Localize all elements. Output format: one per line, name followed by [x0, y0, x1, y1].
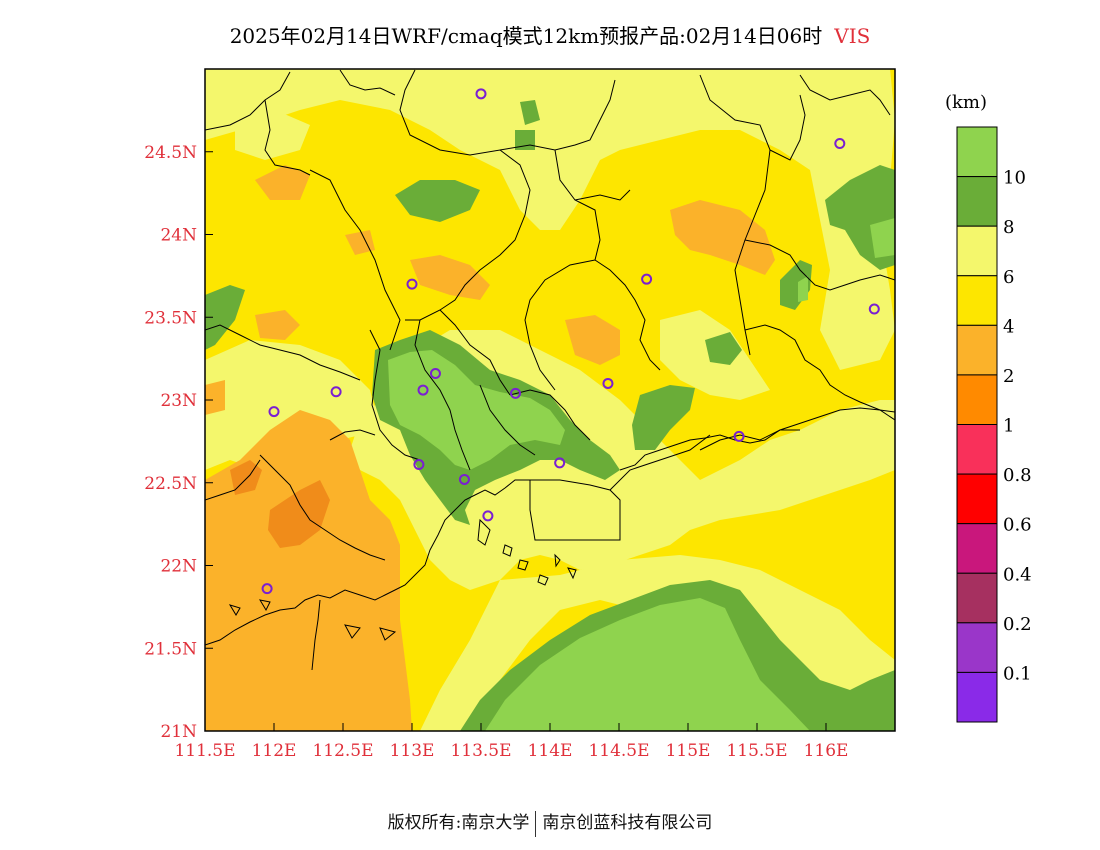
lat-tick-label: 21N	[160, 722, 197, 742]
lon-tick-label: 115E	[666, 741, 711, 761]
station-marker	[475, 88, 487, 100]
colorbar-swatch	[956, 572, 998, 624]
station-marker	[406, 278, 418, 290]
lat-tick-label: 23.5N	[144, 308, 197, 328]
lon-tick-label: 116E	[804, 741, 849, 761]
colorbar-swatch	[956, 176, 998, 227]
colorbar-label: 1	[1003, 416, 1014, 437]
station-marker	[413, 459, 425, 471]
visibility-field	[205, 69, 895, 731]
colorbar-swatch	[956, 126, 998, 178]
station-marker	[641, 273, 653, 285]
lat-tick-label: 24N	[160, 226, 197, 246]
colorbar: 10 8 6 4 2 1 0.8 0.6 0.4 0.2 0.1	[956, 126, 1032, 723]
station-marker	[268, 406, 280, 418]
lon-tick-label: 112.5E	[312, 741, 373, 761]
lon-tick-label: 112E	[252, 741, 297, 761]
colorbar-label: 0.4	[1003, 564, 1032, 585]
colorbar-swatch	[956, 622, 998, 673]
station-marker	[458, 473, 470, 485]
station-marker	[733, 430, 745, 442]
station-marker	[429, 368, 441, 380]
map-title: 2025年02月14日WRF/cmaq模式12km预报产品:02月14日06时 V…	[0, 20, 1100, 49]
colorbar-swatch	[956, 275, 998, 326]
station-markers	[261, 88, 880, 595]
station-marker	[417, 384, 429, 396]
colorbar-swatch	[956, 324, 998, 376]
colorbar-label: 0.2	[1003, 614, 1032, 635]
lon-tick-label: 113.5E	[450, 741, 511, 761]
lon-tick-label: 111.5E	[174, 741, 235, 761]
lat-tick-label: 21.5N	[144, 639, 197, 659]
lon-tick-label: 113E	[390, 741, 435, 761]
colorbar-swatch	[956, 523, 998, 574]
vis-2-4-zones	[205, 165, 775, 731]
lon-tick-label: 114E	[528, 741, 573, 761]
colorbar-label: 0.8	[1003, 465, 1032, 486]
colorbar-label: 8	[1003, 217, 1014, 238]
colorbar-swatch	[956, 374, 998, 425]
colorbar-label: 10	[1003, 168, 1026, 189]
copyright-footer: 版权所有:南京大学 南京创蓝科技有限公司	[0, 808, 1100, 837]
lat-tick-label: 22N	[160, 557, 197, 577]
colorbar-label: 6	[1003, 267, 1014, 288]
station-marker	[868, 303, 880, 315]
station-marker	[834, 137, 846, 149]
footer-separator	[535, 810, 537, 837]
title-text: 2025年02月14日WRF/cmaq模式12km预报产品:02月14日06时	[229, 24, 823, 48]
station-marker	[261, 583, 273, 595]
footer-right: 南京创蓝科技有限公司	[542, 813, 713, 833]
colorbar-swatch	[956, 671, 998, 723]
lon-tick-label: 115.5E	[726, 741, 787, 761]
colorbar-swatch	[956, 473, 998, 525]
station-marker	[602, 377, 614, 389]
title-variable: VIS	[834, 24, 871, 48]
colorbar-label: 2	[1003, 366, 1014, 387]
footer-left: 版权所有:南京大学	[387, 813, 530, 833]
colorbar-swatch	[956, 424, 998, 475]
lon-tick-label: 114.5E	[588, 741, 649, 761]
longitude-axis: 111.5E 112E 112.5E 113E 113.5E 114E 114.5E 115E…	[174, 723, 848, 761]
colorbar-label: 4	[1003, 316, 1014, 337]
station-marker	[482, 510, 494, 522]
colorbar-swatch	[956, 225, 998, 277]
coastline	[205, 407, 895, 671]
station-marker	[330, 386, 342, 398]
lat-tick-label: 22.5N	[144, 474, 197, 494]
station-marker	[510, 387, 521, 399]
latitude-axis: 24.5N 24N 23.5N 23N 22.5N 22N 21.5N 21N	[144, 143, 213, 742]
station-marker	[554, 457, 566, 469]
colorbar-label: 0.1	[1003, 663, 1032, 684]
colorbar-label: 0.6	[1003, 515, 1032, 536]
admin-boundaries	[205, 69, 895, 561]
lat-tick-label: 23N	[160, 391, 197, 411]
colorbar-unit: (km)	[945, 92, 987, 113]
lat-tick-label: 24.5N	[144, 143, 197, 163]
